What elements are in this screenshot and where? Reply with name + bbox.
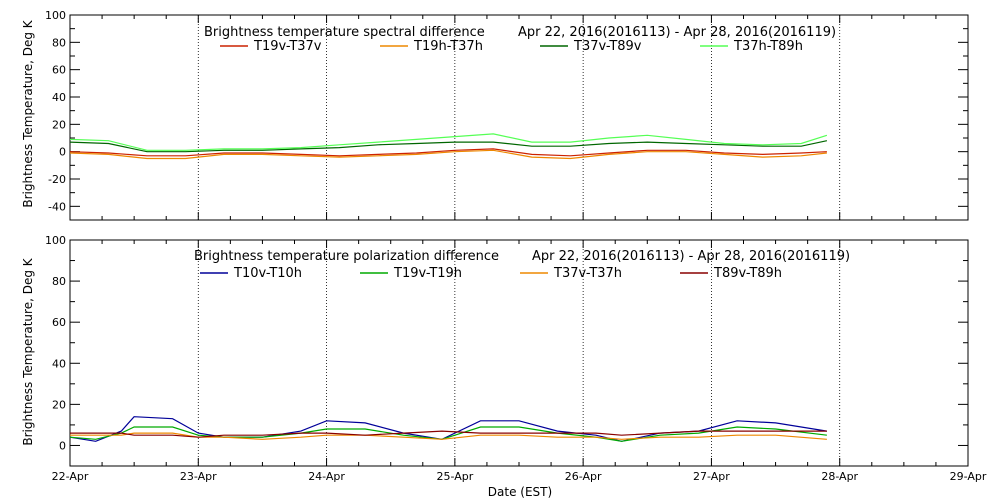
panel1-y-tick-label: 40	[52, 91, 66, 104]
panel1-y-tick-label: -40	[48, 200, 66, 213]
panel1-series-line-3	[69, 140, 828, 153]
panel1-y-tick-label: 0	[59, 146, 66, 159]
x-tick-label: 29-Apr	[950, 470, 987, 483]
panel2-legend-label: T10v-T10h	[233, 266, 302, 281]
panel1-legend-label: T19h-T37h	[413, 39, 483, 54]
panel1-y-tick-label: 100	[45, 9, 66, 22]
panel2-y-tick-label: 40	[52, 357, 66, 370]
panel1-frame	[69, 14, 969, 221]
panel2-y-tick-label: 100	[45, 234, 66, 247]
panel1-series-line-1	[69, 148, 827, 157]
panel1-date-range: Apr 22, 2016(2016113) - Apr 28, 2016(201…	[518, 25, 836, 40]
x-tick-label: 27-Apr	[693, 470, 730, 483]
panel1-y-tick-label: -20	[48, 173, 66, 186]
panel2-frame	[69, 239, 969, 467]
panel2-title: Brightness temperature polarization diff…	[194, 249, 499, 264]
x-tick-label: 26-Apr	[565, 470, 602, 483]
panel1-y-tick-label: 20	[52, 118, 66, 131]
panel2-series-line-3	[70, 432, 827, 440]
x-tick-label: 22-Apr	[52, 470, 89, 483]
panel2-date-range: Apr 22, 2016(2016113) - Apr 28, 2016(201…	[532, 249, 850, 264]
panel2-series-line-2	[69, 426, 827, 442]
panel1-y-tick-label: 80	[52, 36, 66, 49]
panel1-title: Brightness temperature spectral differen…	[204, 25, 485, 40]
panel2-y-tick-label: 60	[52, 316, 66, 329]
x-tick-label: 25-Apr	[436, 470, 473, 483]
x-tick-label: 28-Apr	[821, 470, 858, 483]
panel2-legend-label: T37v-T37h	[553, 266, 622, 281]
x-tick-label: 23-Apr	[180, 470, 217, 483]
panel1-legend-label: T19v-T37v	[253, 39, 322, 54]
panel2-series-line-4	[70, 430, 827, 438]
panel2-y-tick-label: 0	[59, 439, 66, 452]
panel2-legend-label: T89v-T89h	[713, 266, 782, 281]
panel1-ylabel: Brightness Temperature, Deg K	[21, 19, 35, 207]
panel2-ylabel: Brightness Temperature, Deg K	[21, 257, 35, 445]
x-axis-title: Date (EST)	[488, 485, 552, 499]
panel1-legend-label: T37v-T89v	[573, 39, 642, 54]
panel2-y-tick-label: 80	[52, 275, 66, 288]
panel1-legend-label: T37h-T89h	[733, 39, 803, 54]
panel1-series-line-2	[69, 149, 827, 160]
panel1-y-tick-label: 60	[52, 64, 66, 77]
panel2-y-tick-label: 20	[52, 398, 66, 411]
panel2-legend-label: T19v-T19h	[393, 266, 462, 281]
panel1-series-line-4	[69, 133, 828, 151]
x-tick-label: 24-Apr	[308, 470, 345, 483]
